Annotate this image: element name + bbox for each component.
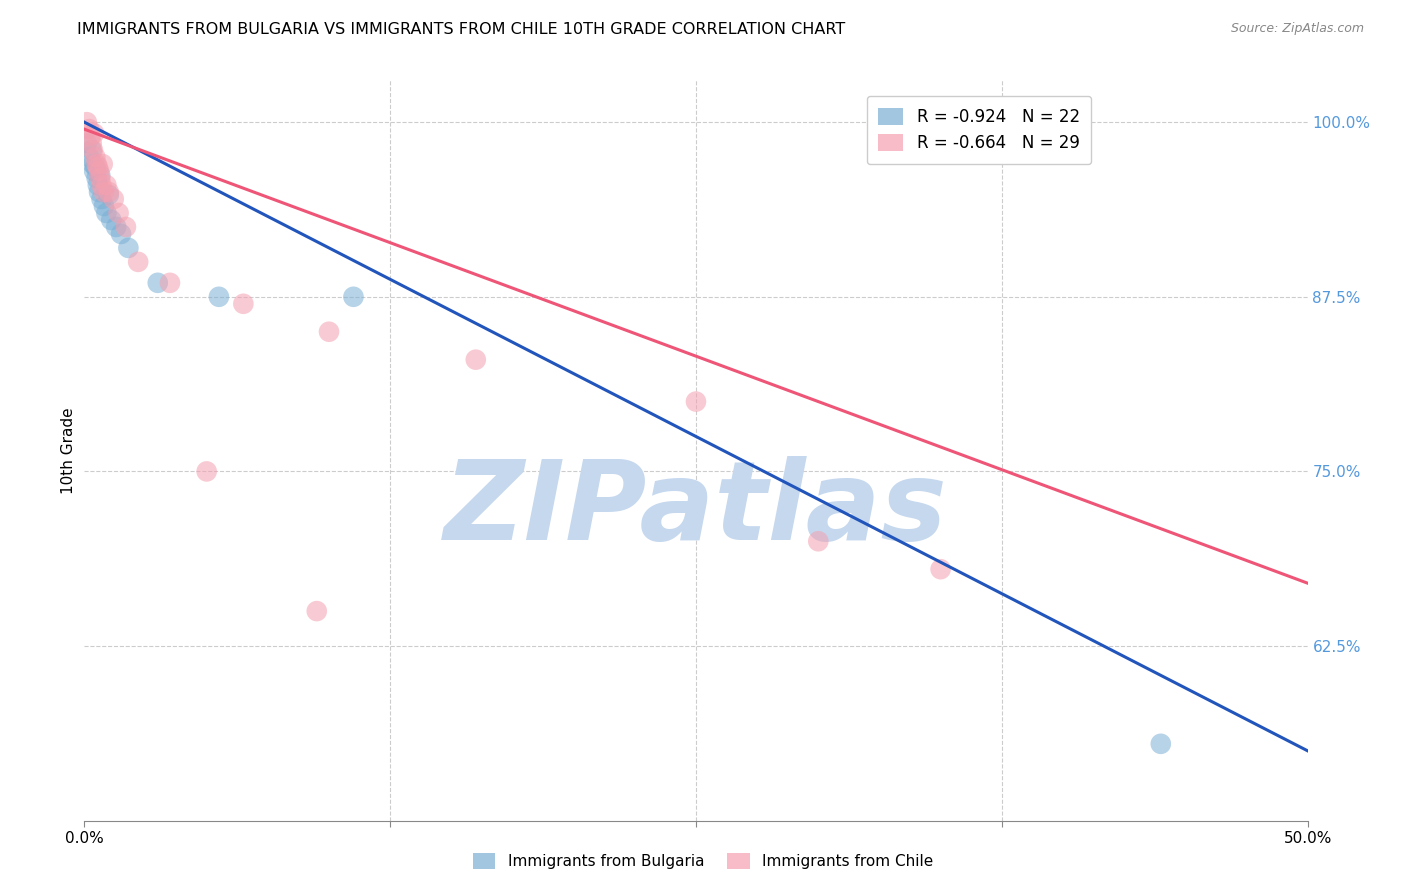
Point <box>195 464 218 478</box>
Point <box>96 178 118 192</box>
Point <box>77 122 100 136</box>
Point <box>84 150 107 164</box>
Point <box>82 157 104 171</box>
Point <box>208 290 231 304</box>
Point <box>103 192 125 206</box>
Point <box>86 171 108 186</box>
Point <box>93 199 115 213</box>
Point <box>77 150 100 164</box>
Point <box>79 129 101 144</box>
Point <box>117 241 139 255</box>
Point <box>96 206 118 220</box>
Point <box>105 219 128 234</box>
Y-axis label: 10th Grade: 10th Grade <box>60 407 76 494</box>
Point <box>97 187 120 202</box>
Text: ZIPatlas: ZIPatlas <box>444 456 948 563</box>
Point <box>90 178 112 192</box>
Point <box>464 352 486 367</box>
Point <box>929 562 952 576</box>
Point <box>83 127 105 141</box>
Point <box>86 157 108 171</box>
Point <box>305 604 328 618</box>
Point <box>807 534 830 549</box>
Point <box>100 213 122 227</box>
Point <box>110 227 132 241</box>
Point <box>90 192 112 206</box>
Point <box>127 255 149 269</box>
Point <box>87 160 110 174</box>
Point <box>84 160 107 174</box>
Point <box>342 290 364 304</box>
Legend: Immigrants from Bulgaria, Immigrants from Chile: Immigrants from Bulgaria, Immigrants fro… <box>467 847 939 875</box>
Point <box>318 325 340 339</box>
Point <box>159 276 181 290</box>
Point <box>685 394 707 409</box>
Point <box>87 185 110 199</box>
Point <box>76 115 98 129</box>
Point <box>82 143 104 157</box>
Point <box>91 157 114 171</box>
Point <box>80 143 103 157</box>
Legend: R = -0.924   N = 22, R = -0.664   N = 29: R = -0.924 N = 22, R = -0.664 N = 29 <box>866 96 1091 164</box>
Point <box>89 168 111 182</box>
Point <box>80 136 103 150</box>
Point <box>107 206 129 220</box>
Point <box>1150 737 1173 751</box>
Point <box>76 136 98 150</box>
Text: IMMIGRANTS FROM BULGARIA VS IMMIGRANTS FROM CHILE 10TH GRADE CORRELATION CHART: IMMIGRANTS FROM BULGARIA VS IMMIGRANTS F… <box>77 22 845 37</box>
Point <box>83 164 105 178</box>
Point <box>87 178 110 192</box>
Point <box>93 185 115 199</box>
Point <box>232 297 254 311</box>
Point <box>89 171 111 186</box>
Point <box>115 219 138 234</box>
Point <box>97 185 120 199</box>
Point <box>87 164 110 178</box>
Text: Source: ZipAtlas.com: Source: ZipAtlas.com <box>1230 22 1364 36</box>
Point <box>146 276 169 290</box>
